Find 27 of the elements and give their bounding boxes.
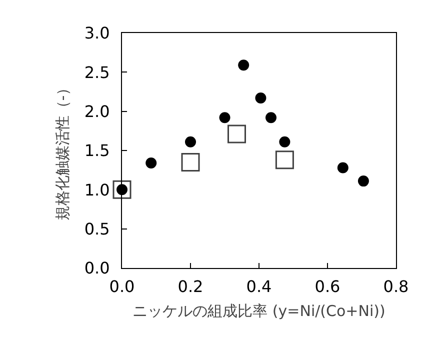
x-axis-title: ニッケルの組成比率 (y=Ni/(Co+Ni)) <box>132 302 386 320</box>
y-tick-label: 1.0 <box>84 180 110 200</box>
x-tick-label: 0.2 <box>178 277 204 296</box>
point <box>227 124 246 144</box>
point <box>238 60 250 71</box>
point <box>219 112 230 124</box>
point <box>279 136 290 148</box>
x-tick-label: 0.6 <box>314 277 340 296</box>
x-tick-label: 0.0 <box>109 277 135 296</box>
y-tick-label: 0.5 <box>84 219 110 238</box>
point <box>265 112 276 124</box>
point <box>181 153 200 172</box>
y-tick-label: 3.0 <box>84 24 110 43</box>
y-tick-label: 0.0 <box>84 258 110 278</box>
point <box>185 136 196 148</box>
point <box>146 158 157 169</box>
y-tick-label: 1.5 <box>84 141 110 160</box>
point <box>358 176 369 187</box>
point <box>275 150 294 170</box>
y-tick-label: 2.0 <box>84 102 110 121</box>
y-axis-title: 規格化触媒活性（-） <box>54 80 72 221</box>
x-tick-label: 0.8 <box>383 277 409 296</box>
x-tick-label: 0.4 <box>246 277 272 296</box>
point <box>255 92 266 104</box>
y-tick-label: 2.5 <box>84 62 110 82</box>
point <box>112 180 132 199</box>
point <box>337 162 348 174</box>
